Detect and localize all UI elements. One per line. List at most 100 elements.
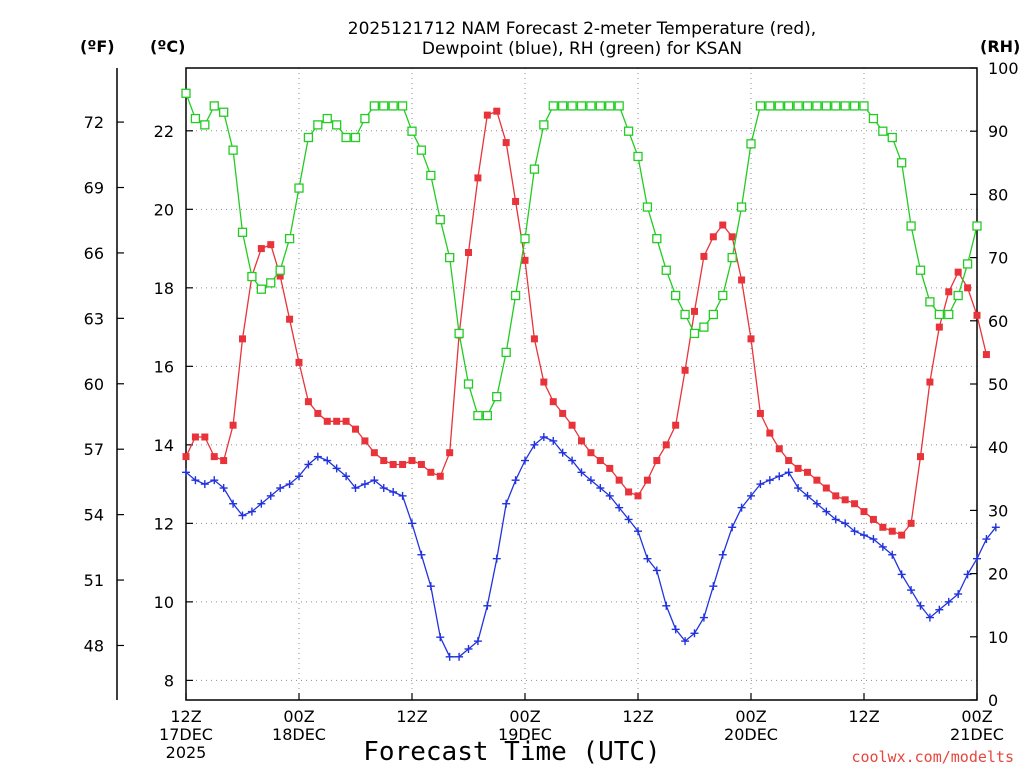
temperature-point	[267, 241, 275, 249]
temperature-point	[276, 272, 284, 280]
dewpoint-point	[963, 570, 972, 579]
temperature-point	[804, 468, 811, 476]
temperature-point	[559, 409, 567, 417]
dewpoint-point	[690, 629, 699, 638]
celsius-tick-label: 14	[154, 436, 174, 455]
dewpoint-point	[831, 515, 840, 524]
temperature-point	[549, 398, 557, 406]
rh-point	[219, 107, 229, 117]
rh-tick-label: 10	[988, 628, 1008, 647]
temperature-point	[182, 453, 190, 461]
temperature-point	[653, 457, 661, 465]
temperature-point	[982, 351, 990, 359]
temperature-point	[210, 453, 218, 461]
temperature-point	[738, 276, 746, 284]
temperature-point	[323, 417, 331, 425]
rh-point	[200, 120, 210, 130]
rh-point	[699, 322, 709, 332]
dewpoint-point	[436, 633, 445, 642]
dewpoint-point	[634, 527, 642, 536]
dewpoint-point	[605, 491, 614, 500]
dewpoint-point	[408, 519, 416, 528]
temperature-point	[530, 335, 538, 343]
rh-point	[379, 101, 389, 111]
temperature-point	[257, 245, 265, 253]
celsius-tick-label: 16	[154, 357, 174, 376]
rh-point	[397, 101, 408, 111]
temperature-point	[436, 472, 444, 480]
rh-point	[463, 379, 474, 389]
rh-tick-label: 20	[988, 565, 1008, 584]
series-rh	[181, 88, 982, 421]
dewpoint-point	[276, 484, 285, 493]
rh-point	[887, 132, 897, 143]
rh-point	[878, 126, 888, 136]
dewpoint-point	[219, 484, 228, 493]
rh-point	[445, 252, 455, 263]
rh-tick-label: 30	[988, 501, 1008, 520]
dewpoint-point	[304, 460, 313, 469]
rh-point	[558, 101, 568, 111]
rh-point	[736, 202, 747, 212]
rh-point	[944, 309, 954, 320]
rh-tick-label: 70	[988, 249, 1008, 268]
temperature-point	[907, 519, 915, 527]
temperature-point	[540, 378, 548, 386]
temperature-point	[587, 449, 595, 457]
temperature-point	[926, 378, 934, 386]
time-tick-label: 19DEC	[498, 725, 552, 744]
temperature-point	[286, 315, 294, 323]
dewpoint-point	[398, 491, 407, 500]
rh-tick-label: 90	[988, 122, 1008, 141]
title-line-2: Dewpoint (blue), RH (green) for KSAN	[422, 39, 742, 59]
rh-point	[181, 88, 191, 98]
rh-tick-label: 60	[988, 312, 1008, 331]
temperature-point	[775, 445, 783, 453]
temperature-point	[813, 476, 821, 484]
rh-point	[614, 101, 624, 111]
dewpoint-point	[379, 484, 388, 493]
fahrenheit-tick-label: 57	[84, 440, 104, 459]
rh-point	[567, 101, 577, 111]
dewpoint-point	[718, 550, 727, 559]
temperature-point	[860, 508, 868, 516]
rh-point	[322, 113, 332, 124]
dewpoint-point	[775, 472, 784, 481]
rh-point	[369, 101, 379, 111]
rh-point	[840, 101, 850, 111]
temperature-point	[945, 288, 953, 296]
time-tick-label: 12Z	[848, 707, 879, 726]
dewpoint-point	[568, 456, 577, 465]
rh-point	[313, 120, 323, 130]
fahrenheit-tick-label: 66	[84, 244, 104, 263]
rh-point	[623, 126, 634, 136]
time-tick-label: 00Z	[735, 707, 766, 726]
rh-point	[435, 215, 445, 225]
dewpoint-point	[888, 550, 897, 559]
celsius-tick-label: 10	[154, 593, 174, 612]
rh-point	[501, 347, 511, 358]
dewpoint-point	[332, 464, 341, 473]
rh-point	[332, 120, 342, 130]
temperature-point	[879, 523, 887, 531]
dewpoint-point	[756, 480, 765, 489]
dewpoint-point	[728, 523, 737, 532]
temperature-point	[370, 449, 378, 457]
temperature-point	[822, 484, 830, 492]
rh-point	[416, 145, 427, 155]
rh-point	[934, 309, 944, 320]
rh-point	[821, 101, 831, 111]
temperature-point	[785, 457, 793, 465]
dewpoint-point	[360, 480, 369, 489]
fahrenheit-tick-label: 72	[84, 113, 104, 132]
dewpoint-point	[954, 590, 963, 599]
rh-axis-ticks: 0 10 20 30 40 50 60 70 80 90 100	[970, 59, 1019, 710]
dewpoint-point	[577, 468, 586, 477]
rh-point	[303, 132, 314, 143]
temperature-point	[521, 256, 529, 264]
temperature-point	[342, 417, 350, 425]
rh-point	[765, 101, 775, 111]
temperature-point	[954, 268, 962, 276]
series-dewpoint	[182, 432, 1000, 661]
dewpoint-point	[812, 499, 821, 508]
